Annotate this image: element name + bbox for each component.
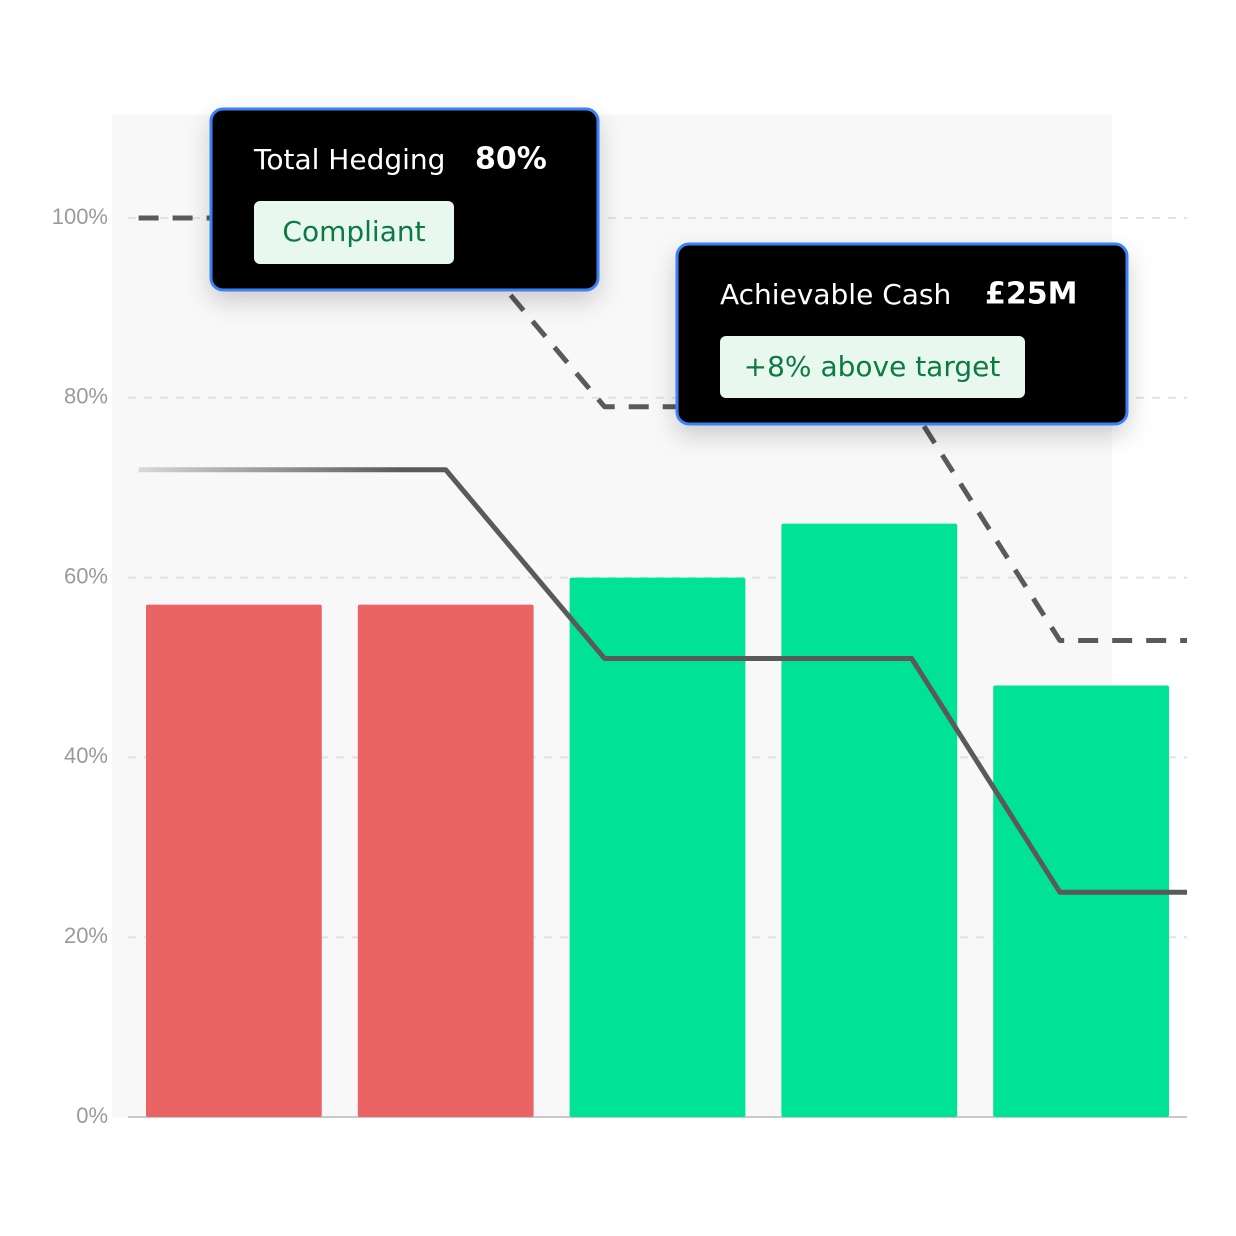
card-label: Total Hedging [253, 143, 445, 176]
y-tick-label: 40% [64, 743, 108, 768]
bar [569, 577, 746, 1117]
card-value: 80% [475, 142, 547, 177]
bar [357, 604, 534, 1117]
card-label: Achievable Cash [720, 278, 951, 311]
y-tick-label: 80% [64, 384, 108, 409]
y-tick-label: 100% [52, 204, 108, 229]
card-value: £25M [985, 277, 1077, 312]
y-tick-label: 60% [64, 563, 108, 588]
badge-text: Compliant [282, 215, 425, 248]
badge-text: +8% above target [744, 350, 1001, 383]
annotation-card: Achievable Cash £25M +8% above target [675, 242, 1129, 426]
bar [781, 523, 958, 1117]
y-tick-label: 0% [76, 1103, 108, 1128]
bar [993, 685, 1169, 1117]
bar [146, 604, 322, 1117]
badge [720, 336, 1025, 398]
annotation-card: Total Hedging 80% Compliant [209, 107, 600, 292]
y-tick-label: 20% [64, 923, 108, 948]
line [138, 467, 1187, 895]
badge [254, 201, 454, 264]
